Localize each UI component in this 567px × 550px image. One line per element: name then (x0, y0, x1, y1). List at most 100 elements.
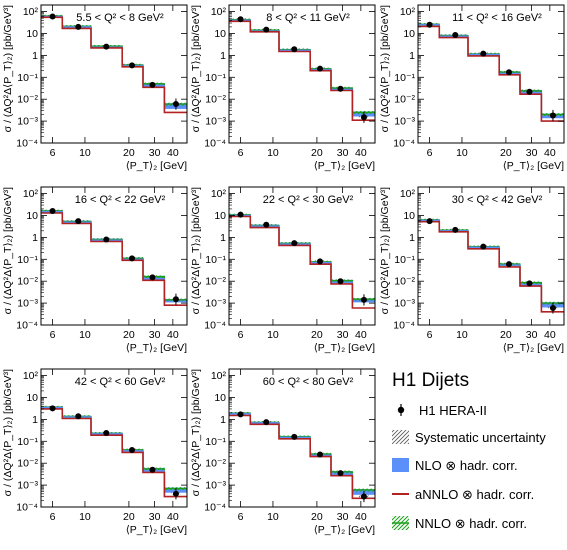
annlo-line (418, 25, 564, 122)
x-tick-label: 30 (337, 511, 349, 523)
data-point (263, 26, 270, 33)
y-axis-title: σ / (ΔQ²Δ⟨P_T⟩₂) [pb/GeV³] (190, 5, 202, 132)
y-tick-label: 10⁻¹ (205, 254, 226, 266)
x-tick-label: 6 (238, 147, 244, 159)
y-tick-label: 10⁻² (17, 94, 38, 106)
panel-label: 16 < Q² < 22 GeV² (75, 194, 166, 206)
y-tick-label: 10² (400, 188, 416, 200)
x-tick-label: 10 (79, 147, 91, 159)
x-tick-label: 6 (427, 147, 433, 159)
annlo-line (418, 220, 564, 313)
y-tick-label: 10⁻³ (394, 116, 415, 128)
y-tick-label: 1 (220, 414, 226, 426)
legend-entry-data: H1 HERA-II (397, 403, 487, 418)
legend-label-nlo: NLO ⊗ hadr. corr. (415, 458, 518, 473)
panel-3: 10⁻⁴ 10⁻³ 10⁻² 10⁻¹ 1 10 10² 6 10 20 30 40⟨P_T⟩₂ [G… (379, 4, 565, 172)
data-point (263, 221, 270, 228)
y-tick-label: 10⁻⁴ (204, 138, 226, 150)
x-tick-label: 30 (149, 147, 161, 159)
y-axis-title: σ / (ΔQ²Δ⟨P_T⟩₂) [pb/GeV³] (190, 369, 202, 496)
y-axis-title: σ / (ΔQ²Δ⟨P_T⟩₂) [pb/GeV³] (190, 187, 202, 314)
y-tick-label: 10⁻³ (394, 298, 415, 310)
y-tick-label: 10⁻⁴ (393, 320, 415, 332)
y-tick-label: 1 (32, 232, 38, 244)
annlo-line (41, 212, 187, 306)
legend-label-annlo: aNNLO ⊗ hadr. corr. (415, 487, 534, 502)
x-tick-label: 6 (50, 329, 56, 341)
y-tick-label: 10⁻¹ (394, 72, 415, 84)
legend-syst-swatch (392, 430, 409, 444)
panel-label: 5.5 < Q² < 8 GeV² (76, 12, 164, 24)
y-axis-title: σ / (ΔQ²Δ⟨P_T⟩₂) [pb/GeV³] (2, 187, 14, 314)
data-point (128, 447, 135, 454)
y-tick-label: 10⁻⁴ (204, 320, 226, 332)
y-tick-label: 10 (26, 392, 38, 404)
y-tick-label: 10⁻³ (205, 298, 226, 310)
legend-data-marker (397, 406, 405, 414)
x-axis-title: ⟨P_T⟩₂ [GeV] (126, 524, 187, 536)
legend-entry-nlo: NLO ⊗ hadr. corr. (392, 458, 518, 473)
y-axis-title: σ / (ΔQ²Δ⟨P_T⟩₂) [pb/GeV³] (2, 369, 14, 496)
x-tick-label: 30 (337, 147, 349, 159)
x-axis-title: ⟨P_T⟩₂ [GeV] (314, 160, 375, 172)
x-tick-label: 30 (149, 329, 161, 341)
x-tick-label: 10 (79, 329, 91, 341)
panel-frame (228, 368, 376, 508)
panel-label: 8 < Q² < 11 GeV² (266, 12, 350, 24)
y-tick-label: 10² (23, 6, 39, 18)
data-point (75, 23, 82, 30)
y-tick-label: 10⁻¹ (17, 436, 38, 448)
data-point (360, 493, 367, 500)
y-tick-label: 1 (409, 232, 415, 244)
y-tick-label: 10⁻¹ (17, 254, 38, 266)
legend: H1 Dijets H1 HERA-II Systematic uncertai… (392, 370, 546, 531)
y-tick-label: 10 (214, 28, 226, 40)
data-point (549, 304, 556, 311)
x-axis-title: ⟨P_T⟩₂ [GeV] (503, 160, 564, 172)
y-tick-label: 10⁻³ (17, 116, 38, 128)
data-point (316, 258, 323, 265)
x-tick-label: 40 (167, 511, 179, 523)
data-point (291, 433, 298, 440)
annlo-line (229, 20, 375, 121)
annlo-line (229, 414, 375, 500)
y-tick-label: 10⁻² (205, 94, 226, 106)
data-point (480, 50, 487, 57)
x-tick-label: 20 (311, 147, 323, 159)
x-tick-label: 40 (167, 329, 179, 341)
y-axis-title: σ / (ΔQ²Δ⟨P_T⟩₂) [pb/GeV³] (379, 187, 391, 314)
y-tick-label: 10 (26, 210, 38, 222)
x-tick-label: 20 (500, 329, 512, 341)
panel-frame (417, 4, 565, 144)
data-point (480, 243, 487, 250)
data-point (237, 411, 244, 418)
x-tick-label: 10 (456, 147, 468, 159)
legend-label-syst: Systematic uncertainty (415, 430, 546, 445)
y-tick-label: 10⁻⁴ (16, 138, 38, 150)
y-tick-label: 10⁻² (394, 276, 415, 288)
y-tick-label: 1 (32, 50, 38, 62)
y-tick-label: 10⁻² (17, 276, 38, 288)
y-tick-label: 10⁻² (394, 94, 415, 106)
data-point (128, 255, 135, 262)
panel-5: 10⁻⁴ 10⁻³ 10⁻² 10⁻¹ 1 10 10² 6 10 20 30 40⟨P_T⟩₂ [G… (190, 186, 376, 354)
x-tick-label: 6 (50, 147, 56, 159)
x-tick-label: 40 (167, 147, 179, 159)
x-tick-label: 20 (500, 147, 512, 159)
y-tick-label: 10 (214, 210, 226, 222)
y-tick-label: 10⁻⁴ (16, 320, 38, 332)
y-tick-label: 1 (220, 232, 226, 244)
x-tick-label: 30 (526, 147, 538, 159)
legend-label-data: H1 HERA-II (419, 403, 487, 418)
x-tick-label: 10 (79, 511, 91, 523)
y-tick-label: 10² (400, 6, 416, 18)
data-point (505, 261, 512, 268)
y-tick-label: 10⁻³ (17, 298, 38, 310)
y-tick-label: 10⁻³ (205, 480, 226, 492)
data-point (149, 274, 156, 281)
x-tick-label: 10 (267, 329, 279, 341)
data-point (103, 236, 110, 243)
x-tick-label: 30 (149, 511, 161, 523)
annlo-line (229, 215, 375, 309)
